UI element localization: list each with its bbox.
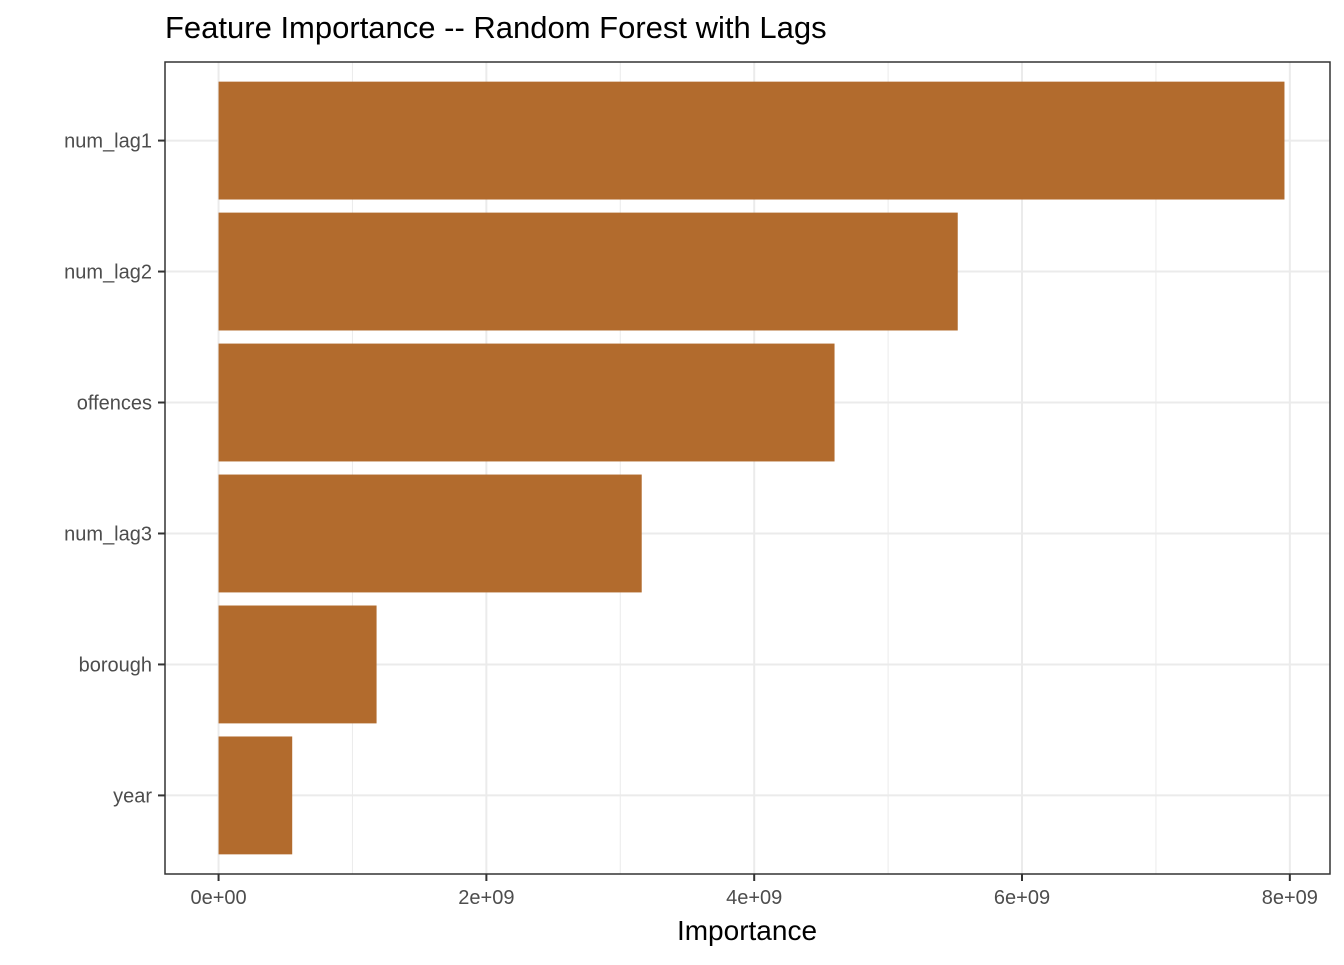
y-tick-label: borough	[79, 654, 152, 676]
x-tick-label: 0e+00	[190, 887, 246, 909]
y-tick-label: num_lag1	[64, 131, 152, 153]
chart-title: Feature Importance -- Random Forest with…	[165, 10, 827, 45]
y-tick-label: year	[113, 785, 152, 807]
bar-num_lag3	[218, 474, 642, 593]
y-tick-label: num_lag3	[64, 523, 152, 545]
bar-offences	[218, 343, 835, 462]
panel-border-rect	[164, 61, 1331, 875]
bar-num_lag2	[218, 212, 958, 331]
bars	[218, 81, 1285, 855]
bar-num_lag1	[218, 81, 1285, 200]
y-tick-label: num_lag2	[64, 262, 152, 284]
x-tick-label: 6e+09	[994, 887, 1050, 909]
x-tick-label: 8e+09	[1262, 887, 1318, 909]
x-tick-label: 2e+09	[458, 887, 514, 909]
bar-year	[218, 736, 293, 855]
x-axis: 0e+00 2e+09 4e+09 6e+09 8e+09	[190, 874, 1318, 909]
y-tick-label: offences	[77, 393, 152, 415]
x-tick-label: 4e+09	[726, 887, 782, 909]
x-axis-title: Importance	[677, 915, 817, 946]
panel-border	[164, 61, 1331, 875]
bar-borough	[218, 605, 377, 724]
